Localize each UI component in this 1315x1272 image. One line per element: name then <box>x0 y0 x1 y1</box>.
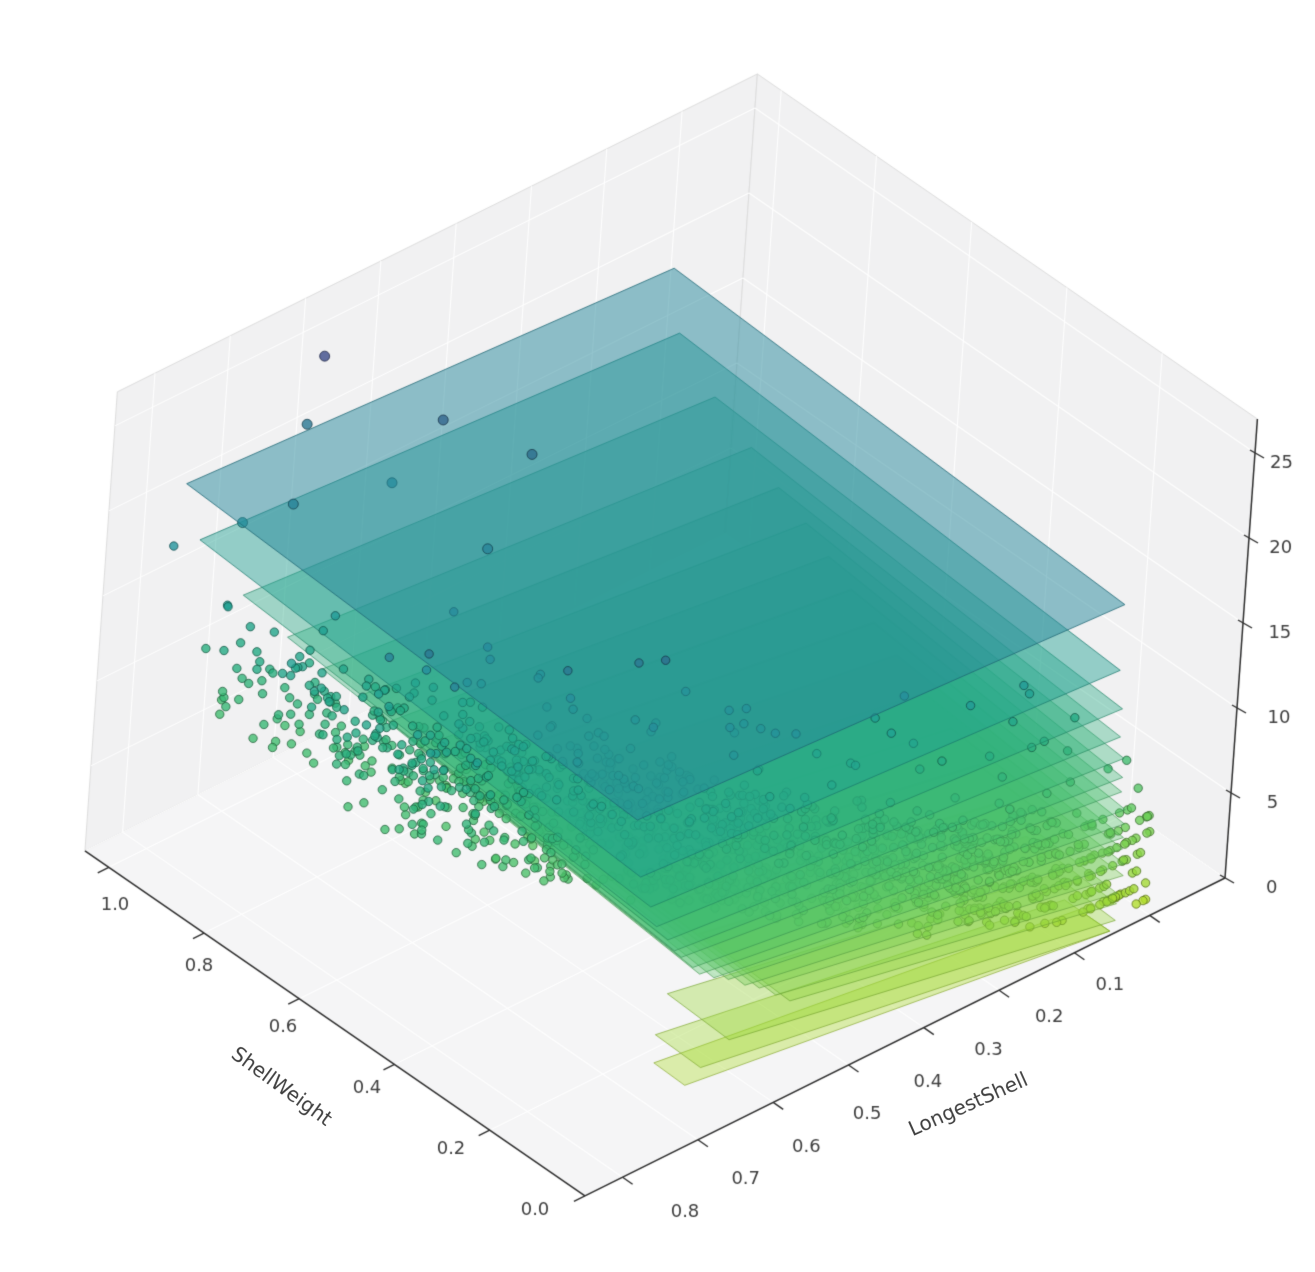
3d-scatter-figure: ShellWeight LongestShell <box>0 0 1315 1272</box>
3d-plot-canvas <box>0 0 1315 1272</box>
